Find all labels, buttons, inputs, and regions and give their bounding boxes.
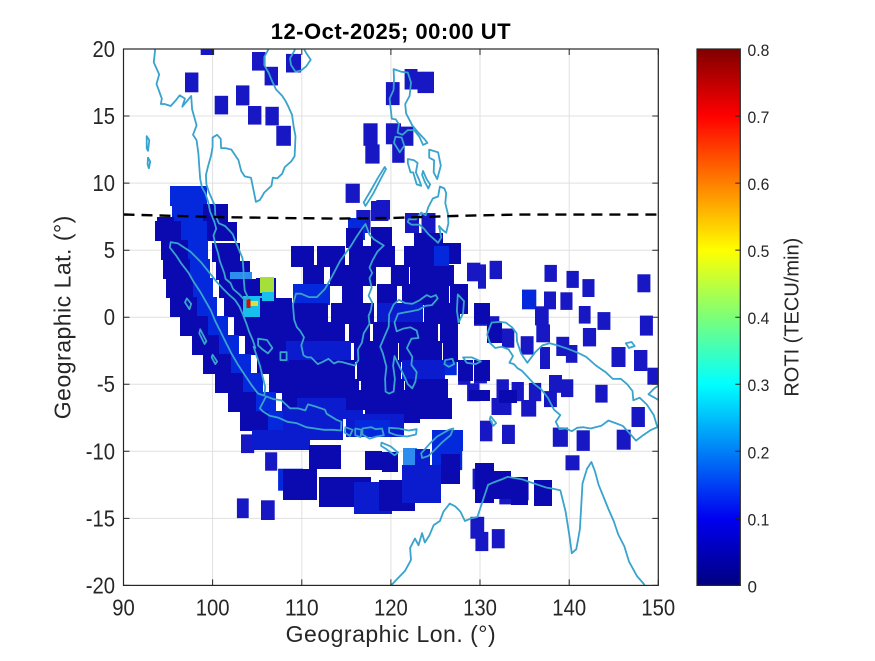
svg-text:0.8: 0.8 <box>748 41 770 60</box>
svg-text:100: 100 <box>196 595 230 621</box>
svg-text:5: 5 <box>104 237 115 263</box>
svg-text:140: 140 <box>552 595 586 621</box>
svg-text:110: 110 <box>285 595 319 621</box>
svg-text:120: 120 <box>374 595 408 621</box>
svg-text:20: 20 <box>93 36 116 62</box>
svg-text:0.1: 0.1 <box>748 510 770 529</box>
svg-text:130: 130 <box>463 595 497 621</box>
svg-text:0.7: 0.7 <box>748 108 770 127</box>
svg-text:ROTI (TECU/min): ROTI (TECU/min) <box>782 238 804 397</box>
svg-text:0: 0 <box>104 304 115 330</box>
svg-text:0.5: 0.5 <box>748 242 770 261</box>
svg-text:0.2: 0.2 <box>748 443 770 462</box>
svg-text:-10: -10 <box>86 438 115 464</box>
svg-text:90: 90 <box>112 595 135 621</box>
svg-text:10: 10 <box>93 170 116 196</box>
svg-text:0.4: 0.4 <box>748 309 770 328</box>
svg-text:Geographic Lat. (°): Geographic Lat. (°) <box>50 215 76 419</box>
svg-text:-20: -20 <box>86 572 115 598</box>
svg-text:0: 0 <box>748 577 757 596</box>
svg-text:-15: -15 <box>86 505 115 531</box>
svg-text:12-Oct-2025; 00:00 UT: 12-Oct-2025; 00:00 UT <box>271 19 511 44</box>
svg-text:-5: -5 <box>97 371 115 397</box>
svg-text:150: 150 <box>641 595 675 621</box>
svg-text:0.6: 0.6 <box>748 175 770 194</box>
svg-text:15: 15 <box>93 103 116 129</box>
svg-text:Geographic Lon. (°): Geographic Lon. (°) <box>286 621 496 647</box>
svg-text:0.3: 0.3 <box>748 376 770 395</box>
